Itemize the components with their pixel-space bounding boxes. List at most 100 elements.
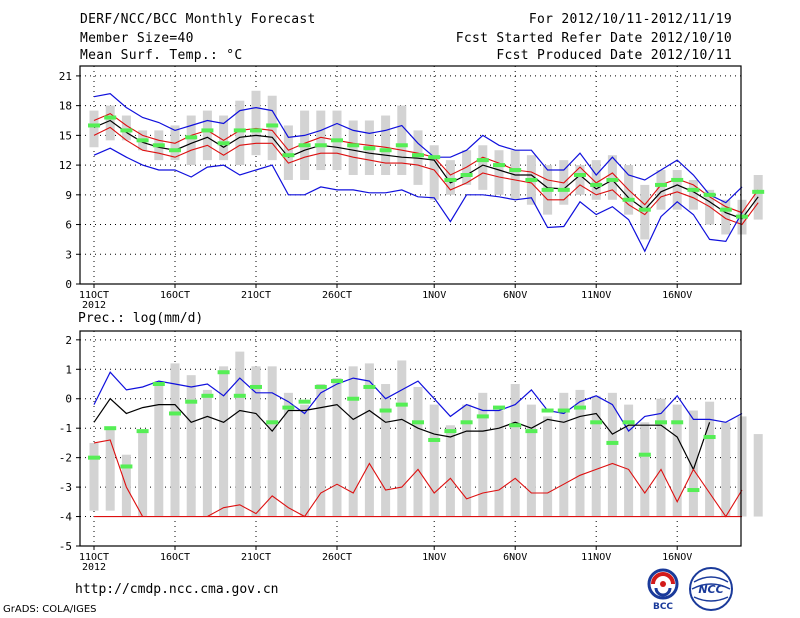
- prec-box: [267, 366, 277, 517]
- temp-median-mark: [428, 155, 441, 160]
- temp-median-mark: [444, 177, 457, 182]
- temp-box: [591, 160, 601, 200]
- temp-box: [575, 165, 585, 195]
- prec-box: [624, 404, 634, 517]
- prec-median-mark: [104, 426, 117, 431]
- prec-median-mark: [120, 464, 133, 469]
- temp-ytick-label: 6: [65, 219, 72, 232]
- prec-box: [494, 410, 504, 517]
- prec-box: [656, 398, 666, 517]
- prec-box: [89, 442, 99, 511]
- temp-box: [121, 115, 131, 141]
- prec-xtick-label: 21OCT: [241, 552, 271, 563]
- prec-median-mark: [606, 440, 619, 445]
- prec-ytick-label: -5: [59, 540, 72, 553]
- temp-box: [478, 145, 488, 190]
- temp-median-mark: [638, 207, 651, 212]
- temp-median-mark: [476, 158, 489, 163]
- prec-box: [364, 363, 374, 517]
- prec-median-mark: [185, 399, 198, 404]
- temp-ytick-label: 3: [65, 248, 72, 261]
- temp-ytick-label: 21: [59, 70, 72, 83]
- temp-median-mark: [363, 146, 376, 151]
- temp-xtick-label: 11OCT: [79, 290, 109, 301]
- prec-max-line: [93, 371, 743, 433]
- prec-median-mark: [201, 393, 214, 398]
- temp-max-line: [93, 93, 743, 204]
- grads-credit: GrADS: COLA/IGES: [3, 604, 97, 615]
- prec-xtick-label: 1NOV: [422, 552, 446, 563]
- prec-median-mark: [622, 420, 635, 425]
- prec-box: [526, 404, 536, 517]
- forecast-produced-label: Fcst Produced Date 2012/10/11: [496, 48, 732, 63]
- prec-median-mark: [460, 420, 473, 425]
- prec-box: [316, 384, 326, 517]
- prec-box: [235, 351, 245, 517]
- prec-box: [445, 425, 455, 517]
- temp-median-mark: [703, 192, 716, 197]
- svg-text:BCC: BCC: [653, 602, 673, 612]
- temp-median-mark: [88, 123, 100, 128]
- prec-median-mark: [444, 429, 457, 434]
- temp-box: [348, 120, 358, 175]
- temp-box: [672, 170, 682, 210]
- prec-plot-frame: [79, 330, 742, 547]
- prec-median-mark: [638, 452, 651, 457]
- prec-year-label: 2012: [82, 562, 106, 573]
- svg-text:NCC: NCC: [698, 583, 723, 596]
- prec-box: [413, 386, 423, 517]
- temp-xtick-label: 1NOV: [422, 290, 446, 301]
- temp-median-mark: [622, 197, 635, 202]
- temp-median-mark: [136, 138, 149, 143]
- prec-ytick-label: -1: [59, 422, 72, 435]
- temp-median-mark: [493, 163, 505, 168]
- temp-median-mark: [266, 123, 279, 128]
- temp-median-mark: [606, 177, 619, 182]
- temp-median-mark: [509, 168, 522, 173]
- prec-median-mark: [476, 414, 489, 419]
- temp-ytick-label: 15: [59, 129, 72, 142]
- temp-median-mark: [298, 143, 311, 148]
- prec-box: [737, 416, 747, 517]
- member-size-label: Member Size=40: [80, 31, 194, 46]
- temp-median-mark: [460, 173, 473, 177]
- prec-box: [105, 428, 115, 511]
- prec-box: [688, 410, 698, 517]
- prec-box: [510, 384, 520, 517]
- prec-xtick-label: 11OCT: [79, 552, 109, 563]
- prec-median-mark: [347, 396, 360, 401]
- temp-box: [267, 95, 277, 161]
- temp-box: [316, 110, 326, 171]
- prec-box: [721, 422, 731, 517]
- temp-median-mark: [557, 187, 570, 192]
- prec-median-mark: [298, 399, 311, 404]
- temp-box: [283, 125, 293, 180]
- prec-median-mark: [525, 429, 538, 434]
- temp-box: [656, 170, 666, 210]
- temp-median-mark: [185, 135, 198, 140]
- prec-xtick-label: 6NOV: [503, 552, 527, 563]
- prec-box: [607, 392, 617, 517]
- prec-xtick-label: 26OCT: [322, 552, 352, 563]
- prec-box: [348, 366, 358, 517]
- prec-median-mark: [509, 423, 522, 428]
- temp-box: [235, 100, 245, 166]
- prec-median-mark: [493, 405, 505, 410]
- prec-box: [154, 381, 164, 517]
- temp-box: [251, 90, 261, 156]
- temp-plot-frame: [79, 65, 742, 285]
- prec-box: [283, 392, 293, 517]
- prec-median-mark: [136, 429, 149, 434]
- prec-xtick-label: 11NOV: [581, 552, 611, 563]
- prec-median-mark: [379, 408, 392, 413]
- temp-median-mark: [331, 138, 343, 143]
- temp-box: [494, 150, 504, 195]
- temp-median-mark: [169, 148, 181, 153]
- temp-year-label: 2012: [82, 300, 106, 311]
- prec-ensemble-mean-line: [93, 397, 711, 471]
- prec-box: [186, 375, 196, 517]
- temp-box: [89, 110, 99, 148]
- temp-box: [381, 115, 391, 175]
- temp-median-mark: [347, 143, 360, 148]
